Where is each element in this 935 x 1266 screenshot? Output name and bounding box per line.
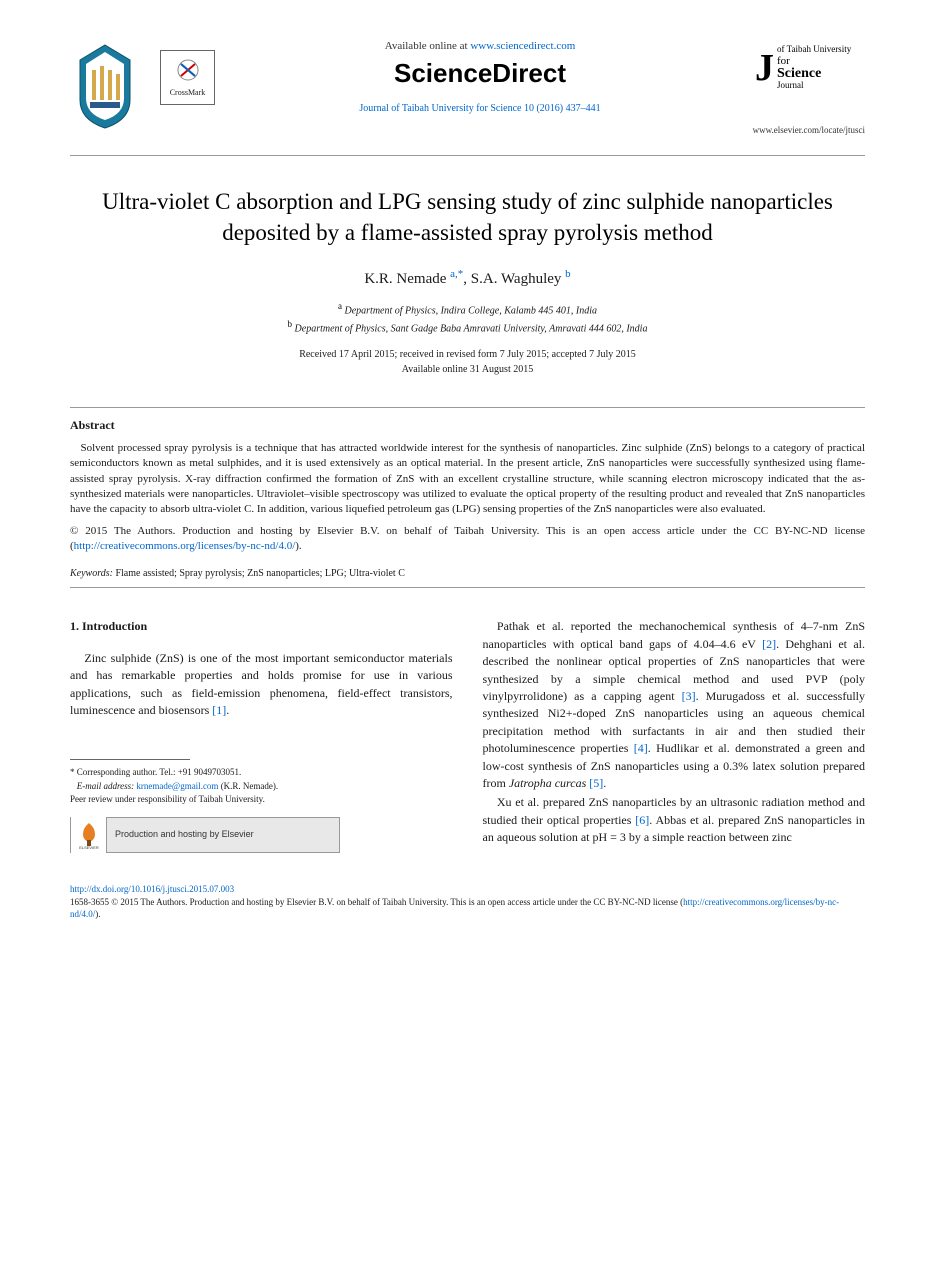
page-header: CrossMark Available online at www.scienc… — [70, 40, 865, 135]
author-2-affiliation-link[interactable]: b — [565, 268, 571, 280]
svg-text:Journal: Journal — [777, 80, 804, 90]
section-1-heading: 1. Introduction — [70, 618, 453, 635]
header-center: Available online at www.sciencedirect.co… — [215, 40, 745, 114]
svg-text:ELSEVIER: ELSEVIER — [79, 845, 99, 850]
right-p1-f: . — [603, 776, 606, 790]
header-rule — [70, 155, 865, 156]
right-paragraph-2: Xu et al. prepared ZnS nanoparticles by … — [483, 794, 866, 846]
footer-copyright: 1658-3655 © 2015 The Authors. Production… — [70, 896, 865, 921]
journal-reference[interactable]: Journal of Taibah University for Science… — [215, 103, 745, 114]
ref-4-link[interactable]: [4] — [634, 741, 648, 755]
ref-1-link[interactable]: [1] — [212, 703, 226, 717]
doi-link[interactable]: http://dx.doi.org/10.1016/j.jtusci.2015.… — [70, 884, 234, 894]
abstract-body: Solvent processed spray pyrolysis is a t… — [70, 442, 865, 516]
footnote-rule — [70, 759, 190, 760]
svg-text:Science: Science — [777, 66, 821, 81]
journal-homepage-url[interactable]: www.elsevier.com/locate/jtusci — [745, 125, 865, 135]
available-online-prefix: Available online at — [385, 40, 471, 52]
intro-paragraph-1: Zinc sulphide (ZnS) is one of the most i… — [70, 650, 453, 720]
email-label: E-mail address: — [77, 781, 137, 791]
keywords: Keywords: Flame assisted; Spray pyrolysi… — [70, 568, 865, 579]
dates-line-1: Received 17 April 2015; received in revi… — [70, 347, 865, 362]
intro-p1-text-a: Zinc sulphide (ZnS) is one of the most i… — [70, 651, 453, 717]
peer-review-footnote: Peer review under responsibility of Taib… — [70, 793, 453, 807]
crossmark-label: CrossMark — [170, 88, 206, 97]
article-title: Ultra-violet C absorption and LPG sensin… — [70, 186, 865, 248]
abstract-heading: Abstract — [70, 418, 865, 433]
header-right: J of Taibah University for Science Journ… — [745, 40, 865, 135]
svg-text:of Taibah University: of Taibah University — [777, 44, 852, 54]
authors: K.R. Nemade a,*, S.A. Waghuley b — [70, 268, 865, 288]
intro-p1-text-b: . — [226, 703, 229, 717]
hosting-text: Production and hosting by Elsevier — [107, 828, 339, 842]
right-column: Pathak et al. reported the mechanochemic… — [483, 618, 866, 852]
body-columns: 1. Introduction Zinc sulphide (ZnS) is o… — [70, 618, 865, 852]
corresponding-author-footnote: * Corresponding author. Tel.: +91 904970… — [70, 766, 453, 780]
corresponding-author-link[interactable]: * — [458, 268, 464, 280]
email-link[interactable]: krnemade@gmail.com — [136, 781, 218, 791]
footnotes: * Corresponding author. Tel.: +91 904970… — [70, 766, 453, 853]
ref-6-link[interactable]: [6] — [635, 813, 649, 827]
email-suffix: (K.R. Nemade). — [218, 781, 278, 791]
available-online: Available online at www.sciencedirect.co… — [215, 40, 745, 52]
footer-close: ). — [95, 909, 100, 919]
ref-5-link[interactable]: [5] — [589, 776, 603, 790]
email-footnote: E-mail address: krnemade@gmail.com (K.R.… — [70, 780, 453, 794]
abstract-text: Solvent processed spray pyrolysis is a t… — [70, 441, 865, 518]
author-1: K.R. Nemade — [364, 271, 446, 287]
author-1-affiliation-link[interactable]: a, — [450, 268, 458, 280]
keywords-text: Flame assisted; Spray pyrolysis; ZnS nan… — [113, 568, 405, 579]
ref-2-link[interactable]: [2] — [762, 637, 776, 651]
header-left: CrossMark — [70, 40, 215, 130]
left-column: 1. Introduction Zinc sulphide (ZnS) is o… — [70, 618, 453, 852]
keywords-label: Keywords: — [70, 568, 113, 579]
abstract-top-rule — [70, 407, 865, 408]
institution-logo — [70, 40, 140, 130]
issn-copyright-text: 1658-3655 © 2015 The Authors. Production… — [70, 897, 683, 907]
crossmark-badge[interactable]: CrossMark — [160, 50, 215, 105]
svg-text:J: J — [755, 47, 774, 89]
affiliation-a: a Department of Physics, Indira College,… — [70, 300, 865, 318]
right-paragraph-1: Pathak et al. reported the mechanochemic… — [483, 618, 866, 792]
page-footer: http://dx.doi.org/10.1016/j.jtusci.2015.… — [70, 883, 865, 921]
copyright-close: ). — [295, 540, 301, 552]
affiliation-a-text: Department of Physics, Indira College, K… — [342, 305, 597, 316]
ref-3-link[interactable]: [3] — [682, 689, 696, 703]
abstract-bottom-rule — [70, 587, 865, 588]
affiliation-b: b Department of Physics, Sant Gadge Baba… — [70, 318, 865, 336]
elsevier-hosting-box: ELSEVIER Production and hosting by Elsev… — [70, 817, 340, 853]
right-p1-italic: Jatropha curcas — [509, 776, 586, 790]
dates-line-2: Available online 31 August 2015 — [70, 362, 865, 377]
sciencedirect-logo-text: ScienceDirect — [215, 58, 745, 89]
journal-logo: J of Taibah University for Science Journ… — [745, 40, 865, 95]
elsevier-tree-icon: ELSEVIER — [71, 817, 107, 853]
affiliations: a Department of Physics, Indira College,… — [70, 300, 865, 337]
author-2: S.A. Waghuley — [471, 271, 562, 287]
abstract-copyright: © 2015 The Authors. Production and hosti… — [70, 524, 865, 555]
affiliation-b-text: Department of Physics, Sant Gadge Baba A… — [292, 324, 647, 335]
article-dates: Received 17 April 2015; received in revi… — [70, 347, 865, 377]
cc-license-link[interactable]: http://creativecommons.org/licenses/by-n… — [74, 540, 296, 552]
sciencedirect-url-link[interactable]: www.sciencedirect.com — [470, 40, 575, 52]
